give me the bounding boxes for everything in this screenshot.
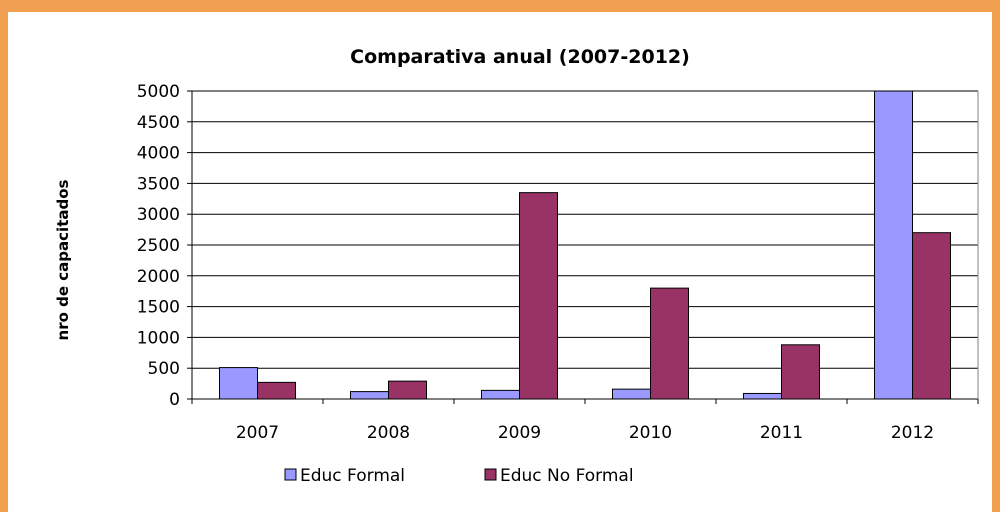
- bar-educ-formal-2010: [612, 388, 651, 400]
- bar-educ-formal-2011: [743, 392, 782, 400]
- legend-label: Educ Formal: [300, 466, 405, 486]
- bar-educ-formal-2008: [350, 391, 389, 400]
- bar-educ-formal-2009: [481, 389, 520, 400]
- x-tick-label: 2009: [498, 423, 541, 443]
- x-tick-label: 2007: [236, 423, 279, 443]
- legend-label: Educ No Formal: [500, 466, 634, 486]
- y-axis-label: nro de capacitados: [54, 179, 72, 340]
- y-tick-label: 0: [169, 390, 180, 410]
- y-tick-label: 3500: [137, 174, 180, 194]
- bar-educ-no-formal-2008: [388, 380, 427, 400]
- x-tick-label: 2011: [760, 423, 803, 443]
- bar-educ-no-formal-2011: [781, 344, 820, 400]
- bar-educ-formal-2012: [874, 90, 913, 400]
- x-tick-label: 2012: [891, 423, 934, 443]
- y-tick-label: 1500: [137, 298, 180, 318]
- x-tick-label: 2010: [629, 423, 672, 443]
- y-tick-label: 1000: [137, 328, 180, 348]
- bar-educ-no-formal-2010: [650, 287, 689, 400]
- bar-educ-no-formal-2009: [519, 192, 558, 400]
- legend-swatch-educ-formal: [284, 468, 297, 481]
- chart-title: Comparativa anual (2007-2012): [350, 46, 690, 68]
- plot-area: 0 500 1000 1500 2000 2500 3000 3500 4000 4500 5000…: [137, 82, 979, 443]
- legend-swatch-educ-no-formal: [484, 468, 497, 481]
- y-tick-label: 3000: [137, 205, 180, 225]
- y-tick-label: 5000: [137, 82, 180, 102]
- bar-educ-formal-2007: [219, 367, 258, 400]
- legend: Educ Formal Educ No Formal: [284, 466, 634, 486]
- y-tick-label: 500: [148, 359, 180, 379]
- bar-educ-no-formal-2012: [912, 232, 951, 400]
- bar-educ-no-formal-2007: [257, 381, 296, 400]
- y-tick-label: 4000: [137, 144, 180, 164]
- x-tick-label: 2008: [367, 423, 410, 443]
- y-tick-label: 4500: [137, 113, 180, 133]
- y-tick-label: 2000: [137, 267, 180, 287]
- y-tick-label: 2500: [137, 236, 180, 256]
